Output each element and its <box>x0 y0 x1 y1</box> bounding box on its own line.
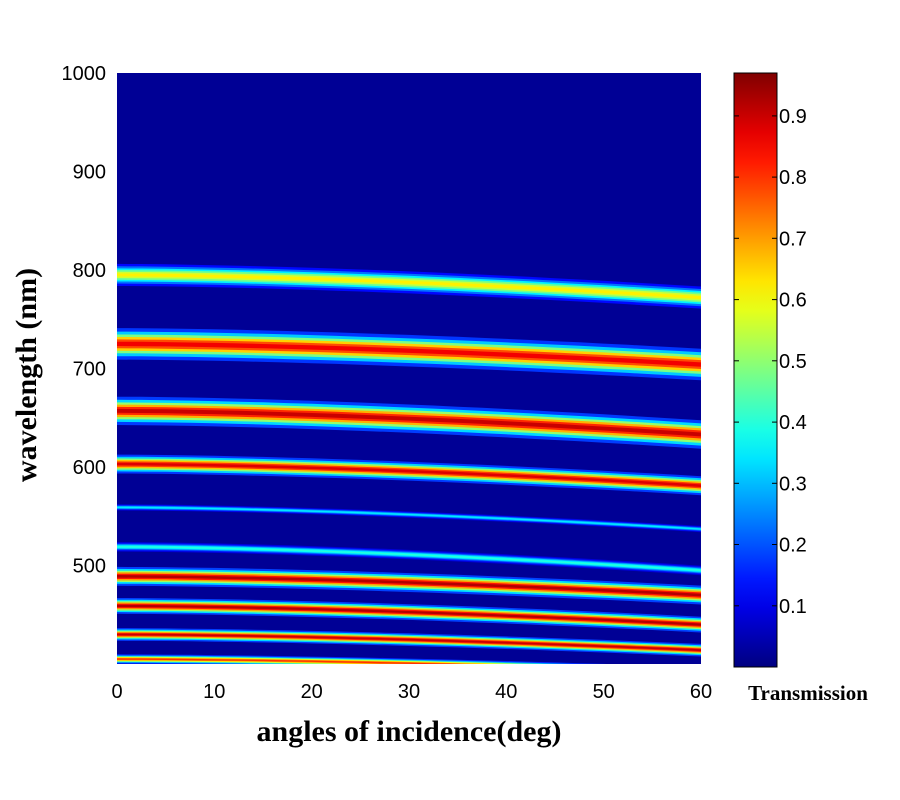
transmission-band <box>117 504 701 533</box>
transmission-band <box>117 454 701 496</box>
band-layer <box>117 271 701 301</box>
transmission-band <box>117 628 701 657</box>
band-layer <box>117 632 701 652</box>
x-tick-label: 50 <box>593 681 615 703</box>
transmission-band <box>117 328 701 381</box>
band-layer <box>117 604 701 626</box>
band-layer <box>117 658 465 664</box>
heatmap-bands <box>117 263 701 664</box>
x-axis-label: angles of incidence(deg) <box>257 715 562 748</box>
colorbar-tick-label: 0.3 <box>779 473 807 495</box>
y-tick-label: 500 <box>73 556 106 578</box>
colorbar-tick-label: 0.6 <box>779 290 807 312</box>
heatmap-plot-area <box>117 73 701 664</box>
colorbar-tick-label: 0.9 <box>779 106 807 128</box>
x-tick-label: 10 <box>203 681 225 703</box>
band-layer <box>117 341 701 367</box>
transmission-band <box>117 396 701 449</box>
band-layer <box>117 462 701 487</box>
y-tick-label: 800 <box>73 260 106 282</box>
y-axis-ticks: 500 600 700 800 900 1000 <box>62 63 107 578</box>
colorbar-gradient <box>733 72 778 668</box>
band-layer <box>117 461 701 489</box>
x-tick-label: 30 <box>398 681 420 703</box>
band-layer <box>117 603 701 627</box>
y-tick-label: 900 <box>73 162 106 184</box>
y-tick-label: 600 <box>73 457 106 479</box>
y-tick-label: 1000 <box>62 63 107 85</box>
colorbar: 0.1 0.2 0.3 0.4 0.5 0.6 0.7 0.8 0.9 Transmission <box>733 72 868 705</box>
transmission-band <box>117 654 607 664</box>
band-layer <box>117 273 701 300</box>
band-layer <box>117 575 701 597</box>
x-tick-label: 40 <box>495 681 517 703</box>
colorbar-tick-label: 0.5 <box>779 351 807 373</box>
colorbar-label: Transmission <box>748 681 868 705</box>
transmission-band <box>117 598 701 633</box>
y-axis-label: wavelength (nm) <box>10 268 43 482</box>
band-layer <box>117 408 701 437</box>
colorbar-tick-label: 0.7 <box>779 228 807 250</box>
colorbar-tick-label: 0.4 <box>779 412 807 434</box>
band-layer <box>117 545 701 572</box>
colorbar-tick-label: 0.2 <box>779 535 807 557</box>
x-axis-ticks: 0 10 20 30 40 50 60 <box>111 681 712 703</box>
transmission-band <box>117 263 701 309</box>
colorbar-ticks: 0.1 0.2 0.3 0.4 0.5 0.6 0.7 0.8 0.9 <box>734 106 807 618</box>
colorbar-tick-label: 0.8 <box>779 167 807 189</box>
band-layer <box>117 633 701 652</box>
x-tick-label: 60 <box>690 681 712 703</box>
transmission-band <box>117 566 701 605</box>
colorbar-tick-label: 0.1 <box>779 596 807 618</box>
x-tick-label: 20 <box>301 681 323 703</box>
transmission-band <box>117 542 701 576</box>
y-tick-label: 700 <box>73 359 106 381</box>
x-tick-label: 0 <box>111 681 122 703</box>
